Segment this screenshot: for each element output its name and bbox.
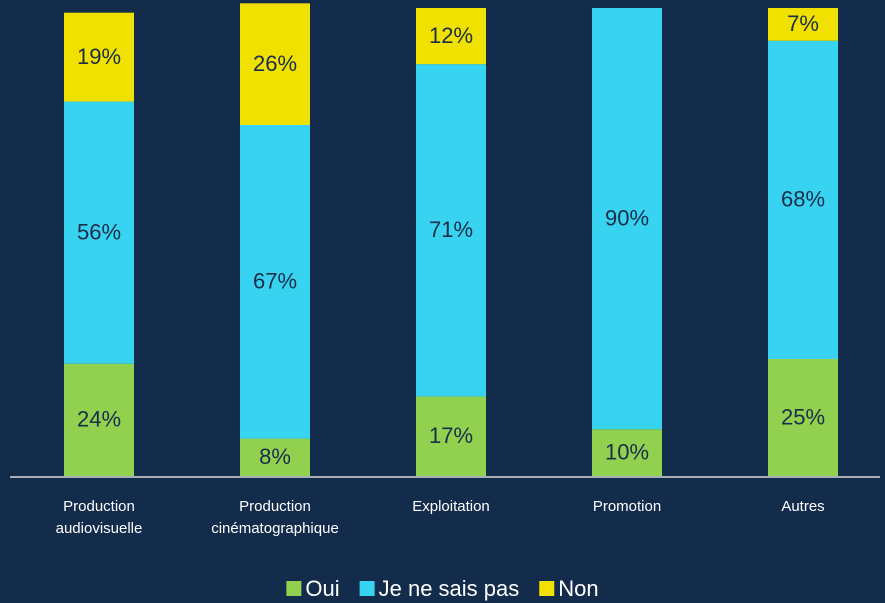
bar-segment [240,125,310,439]
data-label: 26% [253,51,297,76]
data-label: 12% [429,23,473,48]
legend-swatch [359,581,375,596]
bar-segment [416,8,486,65]
data-label: 25% [781,404,825,429]
data-label: 67% [253,269,297,294]
data-label: 68% [781,187,825,212]
x-tick-label: Autres [781,498,824,515]
x-tick-label: Promotion [593,498,661,515]
bar-segment [416,396,486,476]
legend-swatch [286,581,302,596]
bar-segment [64,101,134,364]
bar-segment [416,64,486,397]
bar-segment [240,3,310,126]
legend-label: Je ne sais pas [379,576,520,601]
bar-segment [64,363,134,476]
legend-swatch [539,581,555,596]
data-label: 10% [605,439,649,464]
bar-segment [768,8,838,41]
bar-segment [240,438,310,476]
x-tick-label: Exploitation [412,498,490,515]
x-tick-label: Production cinématographique [211,498,339,537]
data-label: 71% [429,217,473,242]
bar-segment [768,359,838,476]
data-label: 90% [605,205,649,230]
data-label: 8% [259,444,291,469]
bar-segment [592,8,662,430]
data-label: 56% [77,219,121,244]
bar-segment [64,12,134,102]
bar-segment [768,40,838,359]
data-label: 17% [429,423,473,448]
legend-label: Non [558,576,598,601]
data-label: 24% [77,407,121,432]
bar-segment [592,429,662,476]
legend-label: Oui [305,576,339,601]
x-tick-label: Production audiovisuelle [56,498,143,537]
data-label: 19% [77,44,121,69]
data-label: 7% [787,11,819,36]
